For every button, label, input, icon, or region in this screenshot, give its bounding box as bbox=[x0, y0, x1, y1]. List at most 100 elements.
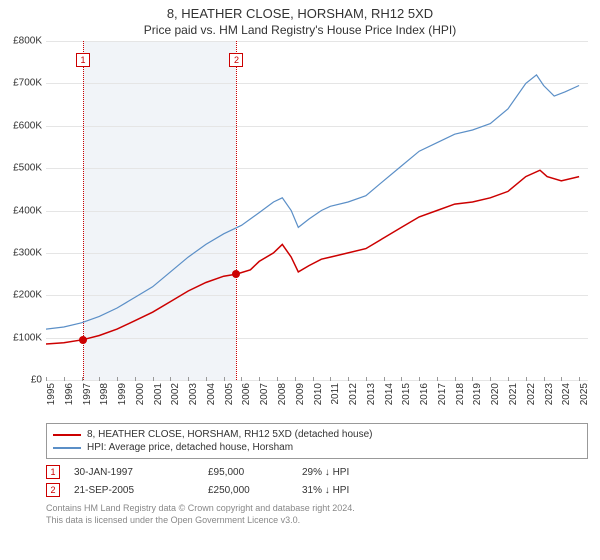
x-tick-label: 1999 bbox=[117, 383, 128, 405]
x-tick-mark bbox=[117, 377, 118, 381]
x-tick-label: 2013 bbox=[366, 383, 377, 405]
x-tick-mark bbox=[206, 377, 207, 381]
footer-attribution: Contains HM Land Registry data © Crown c… bbox=[46, 503, 588, 526]
x-tick-label: 2002 bbox=[170, 383, 181, 405]
x-tick-mark bbox=[153, 377, 154, 381]
transaction-diff: 29% ↓ HPI bbox=[302, 467, 349, 478]
x-tick-mark bbox=[490, 377, 491, 381]
y-tick-label: £600K bbox=[0, 120, 42, 131]
x-tick-label: 2010 bbox=[313, 383, 324, 405]
x-tick-label: 2009 bbox=[295, 383, 306, 405]
transaction-diff: 31% ↓ HPI bbox=[302, 485, 349, 496]
x-tick-mark bbox=[313, 377, 314, 381]
legend-label: HPI: Average price, detached house, Hors… bbox=[87, 442, 293, 453]
legend-item: 8, HEATHER CLOSE, HORSHAM, RH12 5XD (det… bbox=[53, 428, 581, 441]
x-tick-label: 2011 bbox=[330, 383, 341, 405]
x-tick-mark bbox=[366, 377, 367, 381]
x-tick-mark bbox=[384, 377, 385, 381]
x-tick-label: 2021 bbox=[508, 383, 519, 405]
legend-item: HPI: Average price, detached house, Hors… bbox=[53, 441, 581, 454]
x-tick-label: 2022 bbox=[526, 383, 537, 405]
x-tick-mark bbox=[330, 377, 331, 381]
x-tick-label: 2001 bbox=[153, 383, 164, 405]
title-line-1: 8, HEATHER CLOSE, HORSHAM, RH12 5XD bbox=[0, 0, 600, 21]
x-tick-label: 2024 bbox=[561, 383, 572, 405]
x-tick-mark bbox=[401, 377, 402, 381]
footer-line-2: This data is licensed under the Open Gov… bbox=[46, 515, 588, 527]
transaction-row-marker: 2 bbox=[46, 483, 60, 497]
series-price_paid bbox=[46, 170, 579, 344]
x-tick-mark bbox=[508, 377, 509, 381]
legend-label: 8, HEATHER CLOSE, HORSHAM, RH12 5XD (det… bbox=[87, 429, 372, 440]
x-tick-mark bbox=[64, 377, 65, 381]
plot-area: £0£100K£200K£300K£400K£500K£600K£700K£80… bbox=[46, 41, 588, 381]
x-tick-label: 2005 bbox=[224, 383, 235, 405]
transaction-date: 30-JAN-1997 bbox=[74, 467, 194, 478]
y-tick-label: £300K bbox=[0, 247, 42, 258]
y-tick-label: £400K bbox=[0, 205, 42, 216]
x-tick-mark bbox=[437, 377, 438, 381]
x-tick-mark bbox=[455, 377, 456, 381]
x-tick-mark bbox=[348, 377, 349, 381]
series-svg bbox=[46, 41, 588, 380]
chart-container: 8, HEATHER CLOSE, HORSHAM, RH12 5XD Pric… bbox=[0, 0, 600, 560]
x-tick-mark bbox=[295, 377, 296, 381]
x-tick-mark bbox=[135, 377, 136, 381]
x-tick-mark bbox=[224, 377, 225, 381]
legend-box: 8, HEATHER CLOSE, HORSHAM, RH12 5XD (det… bbox=[46, 423, 588, 459]
y-tick-label: £0 bbox=[0, 375, 42, 386]
x-tick-mark bbox=[99, 377, 100, 381]
x-tick-label: 2012 bbox=[348, 383, 359, 405]
x-tick-label: 2025 bbox=[579, 383, 590, 405]
x-tick-label: 2019 bbox=[472, 383, 483, 405]
x-tick-label: 2000 bbox=[135, 383, 146, 405]
x-tick-mark bbox=[544, 377, 545, 381]
x-tick-label: 1998 bbox=[99, 383, 110, 405]
x-tick-label: 2023 bbox=[544, 383, 555, 405]
x-tick-mark bbox=[241, 377, 242, 381]
transaction-row-marker: 1 bbox=[46, 465, 60, 479]
x-tick-label: 1995 bbox=[46, 383, 57, 405]
series-hpi bbox=[46, 75, 579, 329]
y-tick-label: £700K bbox=[0, 78, 42, 89]
x-tick-label: 2003 bbox=[188, 383, 199, 405]
x-tick-label: 2018 bbox=[455, 383, 466, 405]
x-tick-mark bbox=[259, 377, 260, 381]
legend-swatch bbox=[53, 447, 81, 449]
x-tick-mark bbox=[419, 377, 420, 381]
x-tick-label: 2008 bbox=[277, 383, 288, 405]
transaction-date: 21-SEP-2005 bbox=[74, 485, 194, 496]
x-tick-label: 1997 bbox=[82, 383, 93, 405]
x-tick-label: 2006 bbox=[241, 383, 252, 405]
x-tick-label: 2020 bbox=[490, 383, 501, 405]
x-tick-label: 2007 bbox=[259, 383, 270, 405]
x-tick-label: 2016 bbox=[419, 383, 430, 405]
x-tick-mark bbox=[170, 377, 171, 381]
x-tick-mark bbox=[46, 377, 47, 381]
x-tick-label: 2014 bbox=[384, 383, 395, 405]
legend-swatch bbox=[53, 434, 81, 436]
x-tick-mark bbox=[472, 377, 473, 381]
x-tick-label: 2004 bbox=[206, 383, 217, 405]
x-tick-mark bbox=[188, 377, 189, 381]
x-tick-mark bbox=[579, 377, 580, 381]
y-tick-label: £100K bbox=[0, 332, 42, 343]
x-tick-mark bbox=[277, 377, 278, 381]
x-tick-mark bbox=[561, 377, 562, 381]
y-tick-label: £800K bbox=[0, 36, 42, 47]
transaction-row: 130-JAN-1997£95,00029% ↓ HPI bbox=[46, 463, 588, 481]
x-tick-label: 2015 bbox=[401, 383, 412, 405]
x-tick-label: 1996 bbox=[64, 383, 75, 405]
x-tick-mark bbox=[82, 377, 83, 381]
transaction-row: 2 21-SEP-2005 £250,000 31% ↓ HPI bbox=[46, 481, 588, 499]
transaction-dot bbox=[232, 270, 240, 278]
transaction-price: £250,000 bbox=[208, 485, 288, 496]
transactions-list: 130-JAN-1997£95,00029% ↓ HPI221-SEP-2005… bbox=[46, 463, 588, 499]
title-line-2: Price paid vs. HM Land Registry's House … bbox=[0, 21, 600, 41]
y-tick-label: £200K bbox=[0, 290, 42, 301]
x-tick-label: 2017 bbox=[437, 383, 448, 405]
x-axis: 1995 1996 1997 1998 1999 2000 2001 2002 2003 2004… bbox=[46, 381, 588, 417]
transaction-dot bbox=[79, 336, 87, 344]
y-tick-label: £500K bbox=[0, 163, 42, 174]
footer-line-1: Contains HM Land Registry data © Crown c… bbox=[46, 503, 588, 515]
